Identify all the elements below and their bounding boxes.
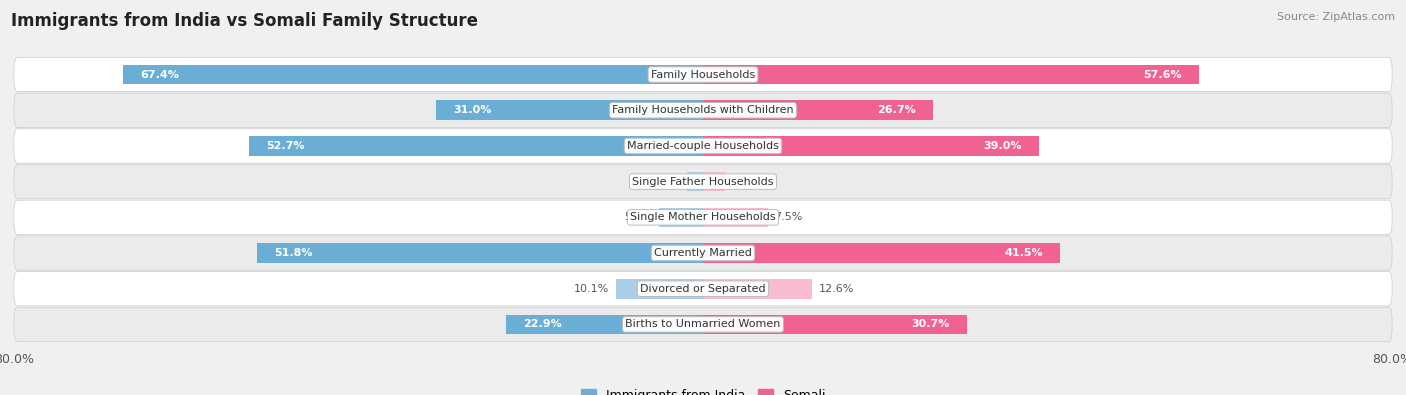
Bar (122, 65, 703, 85)
Bar (703, 172, 724, 192)
Bar (703, 207, 768, 227)
FancyBboxPatch shape (14, 93, 1392, 127)
Text: Single Mother Households: Single Mother Households (630, 213, 776, 222)
FancyBboxPatch shape (14, 272, 1392, 306)
FancyBboxPatch shape (14, 307, 1392, 342)
Text: 52.7%: 52.7% (266, 141, 305, 151)
Bar (616, 279, 703, 299)
Text: Single Father Households: Single Father Households (633, 177, 773, 186)
Text: Divorced or Separated: Divorced or Separated (640, 284, 766, 294)
Text: Immigrants from India vs Somali Family Structure: Immigrants from India vs Somali Family S… (11, 12, 478, 30)
Text: 7.5%: 7.5% (775, 213, 803, 222)
Bar (249, 136, 703, 156)
Bar (659, 207, 703, 227)
Bar (686, 172, 703, 192)
FancyBboxPatch shape (14, 57, 1392, 92)
Legend: Immigrants from India, Somali: Immigrants from India, Somali (576, 384, 830, 395)
Text: 26.7%: 26.7% (877, 105, 915, 115)
Text: 51.8%: 51.8% (274, 248, 312, 258)
Bar (703, 314, 967, 334)
FancyBboxPatch shape (14, 236, 1392, 270)
Text: 39.0%: 39.0% (983, 141, 1022, 151)
Text: Currently Married: Currently Married (654, 248, 752, 258)
Bar (436, 100, 703, 120)
Bar (703, 136, 1039, 156)
Bar (703, 65, 1199, 85)
Text: Source: ZipAtlas.com: Source: ZipAtlas.com (1277, 12, 1395, 22)
Bar (703, 243, 1060, 263)
Bar (703, 279, 811, 299)
Text: Family Households: Family Households (651, 70, 755, 79)
Text: 57.6%: 57.6% (1143, 70, 1182, 79)
Text: Family Households with Children: Family Households with Children (612, 105, 794, 115)
Text: Births to Unmarried Women: Births to Unmarried Women (626, 320, 780, 329)
Text: 12.6%: 12.6% (818, 284, 853, 294)
FancyBboxPatch shape (14, 200, 1392, 235)
Text: 22.9%: 22.9% (523, 320, 562, 329)
Text: 41.5%: 41.5% (1004, 248, 1043, 258)
Bar (703, 100, 934, 120)
Text: Married-couple Households: Married-couple Households (627, 141, 779, 151)
Text: 1.9%: 1.9% (651, 177, 679, 186)
Text: 5.1%: 5.1% (624, 213, 652, 222)
Text: 10.1%: 10.1% (574, 284, 609, 294)
Text: 31.0%: 31.0% (453, 105, 492, 115)
Text: 67.4%: 67.4% (139, 70, 179, 79)
Text: 30.7%: 30.7% (911, 320, 950, 329)
Text: 2.5%: 2.5% (731, 177, 759, 186)
FancyBboxPatch shape (14, 129, 1392, 163)
Bar (506, 314, 703, 334)
FancyBboxPatch shape (14, 164, 1392, 199)
Bar (257, 243, 703, 263)
